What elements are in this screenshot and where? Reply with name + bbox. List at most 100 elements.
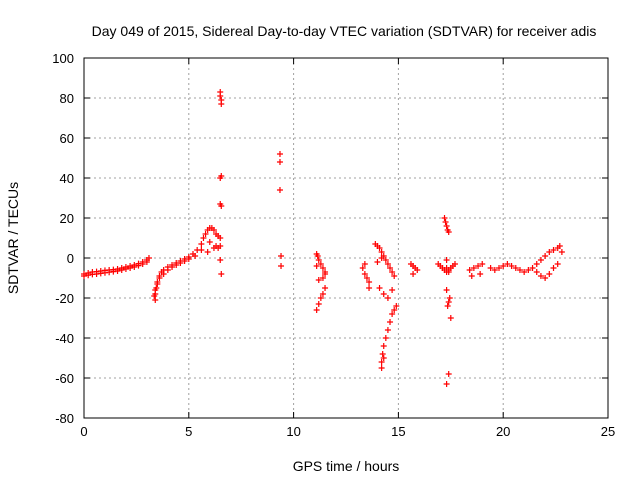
x-tick-label: 5 [185, 424, 192, 439]
data-point [445, 269, 452, 275]
y-tick-label: 20 [60, 211, 74, 226]
data-point [387, 319, 394, 325]
data-point [200, 235, 207, 241]
data-point [359, 265, 366, 271]
x-tick-label: 15 [391, 424, 405, 439]
data-point [378, 249, 385, 255]
data-point [139, 261, 146, 267]
data-point [374, 259, 381, 265]
x-axis-label: GPS time / hours [293, 458, 400, 474]
data-point [546, 271, 553, 277]
data-point [218, 203, 225, 209]
data-point [169, 264, 176, 270]
data-point [313, 263, 320, 269]
data-point [319, 275, 326, 281]
data-point [319, 265, 326, 271]
data-point [508, 263, 515, 269]
data-point [445, 299, 452, 305]
data-point [218, 271, 225, 277]
data-point [85, 272, 92, 279]
data-point [479, 261, 486, 267]
data-point [276, 187, 283, 193]
data-point [361, 271, 368, 277]
y-tick-label: 0 [67, 251, 74, 266]
data-point [558, 249, 565, 255]
data-point [410, 271, 417, 277]
data-point [382, 257, 389, 263]
data-point [322, 271, 329, 277]
data-point [198, 241, 205, 247]
data-point [387, 265, 394, 271]
data-point [389, 287, 396, 293]
data-point [313, 307, 320, 313]
data-point [81, 273, 87, 279]
data-point [475, 263, 482, 269]
data-point [315, 301, 322, 307]
data-point [445, 229, 452, 235]
data-point [122, 266, 129, 272]
data-point [444, 303, 451, 309]
data-point [210, 227, 217, 233]
data-point [470, 265, 477, 271]
data-point [389, 311, 396, 317]
data-point [443, 223, 450, 229]
data-point [468, 273, 475, 279]
data-point [319, 291, 326, 297]
data-point [278, 263, 285, 269]
data-point [363, 275, 370, 281]
data-point [516, 267, 523, 273]
data-point [314, 253, 321, 259]
data-point [143, 259, 150, 265]
data-point [118, 267, 125, 273]
data-point [533, 261, 540, 267]
x-tick-label: 20 [496, 424, 510, 439]
plot-area-border [83, 57, 609, 419]
data-point [278, 253, 285, 259]
data-point [131, 264, 138, 270]
data-point [443, 257, 450, 263]
data-point [213, 243, 220, 249]
y-tick-label: 100 [52, 51, 74, 66]
data-point [496, 265, 503, 271]
data-point [378, 365, 385, 371]
data-point [145, 255, 152, 261]
data-point [556, 243, 563, 249]
data-point [550, 265, 557, 271]
data-point [127, 265, 134, 271]
data-point [151, 293, 158, 299]
data-point [382, 335, 389, 341]
x-tick-label: 10 [286, 424, 300, 439]
data-point [443, 287, 450, 293]
data-point [393, 303, 400, 309]
data-point [384, 327, 391, 333]
data-point [378, 359, 385, 365]
data-point [414, 267, 421, 273]
data-point [442, 219, 449, 225]
data-point [441, 215, 448, 221]
data-point [487, 265, 494, 271]
data-point [317, 261, 324, 267]
data-point [443, 381, 450, 387]
y-tick-label: 60 [60, 131, 74, 146]
data-point [466, 267, 473, 273]
grid-lines [84, 58, 608, 418]
data-point [177, 260, 184, 266]
data-point [192, 253, 199, 259]
data-point [276, 159, 283, 165]
data-point [380, 355, 387, 361]
data-point [315, 257, 322, 263]
data-point [542, 275, 549, 281]
data-point [554, 261, 561, 267]
data-point [380, 343, 387, 349]
data-point [152, 297, 159, 303]
data-points [81, 89, 565, 387]
data-point [443, 265, 450, 271]
data-point [525, 267, 532, 273]
y-tick-label: -80 [55, 411, 74, 426]
data-point [504, 261, 511, 267]
data-point [391, 307, 398, 313]
data-point [185, 256, 192, 262]
data-point [217, 93, 224, 99]
data-point [447, 315, 454, 321]
data-point [366, 285, 373, 291]
